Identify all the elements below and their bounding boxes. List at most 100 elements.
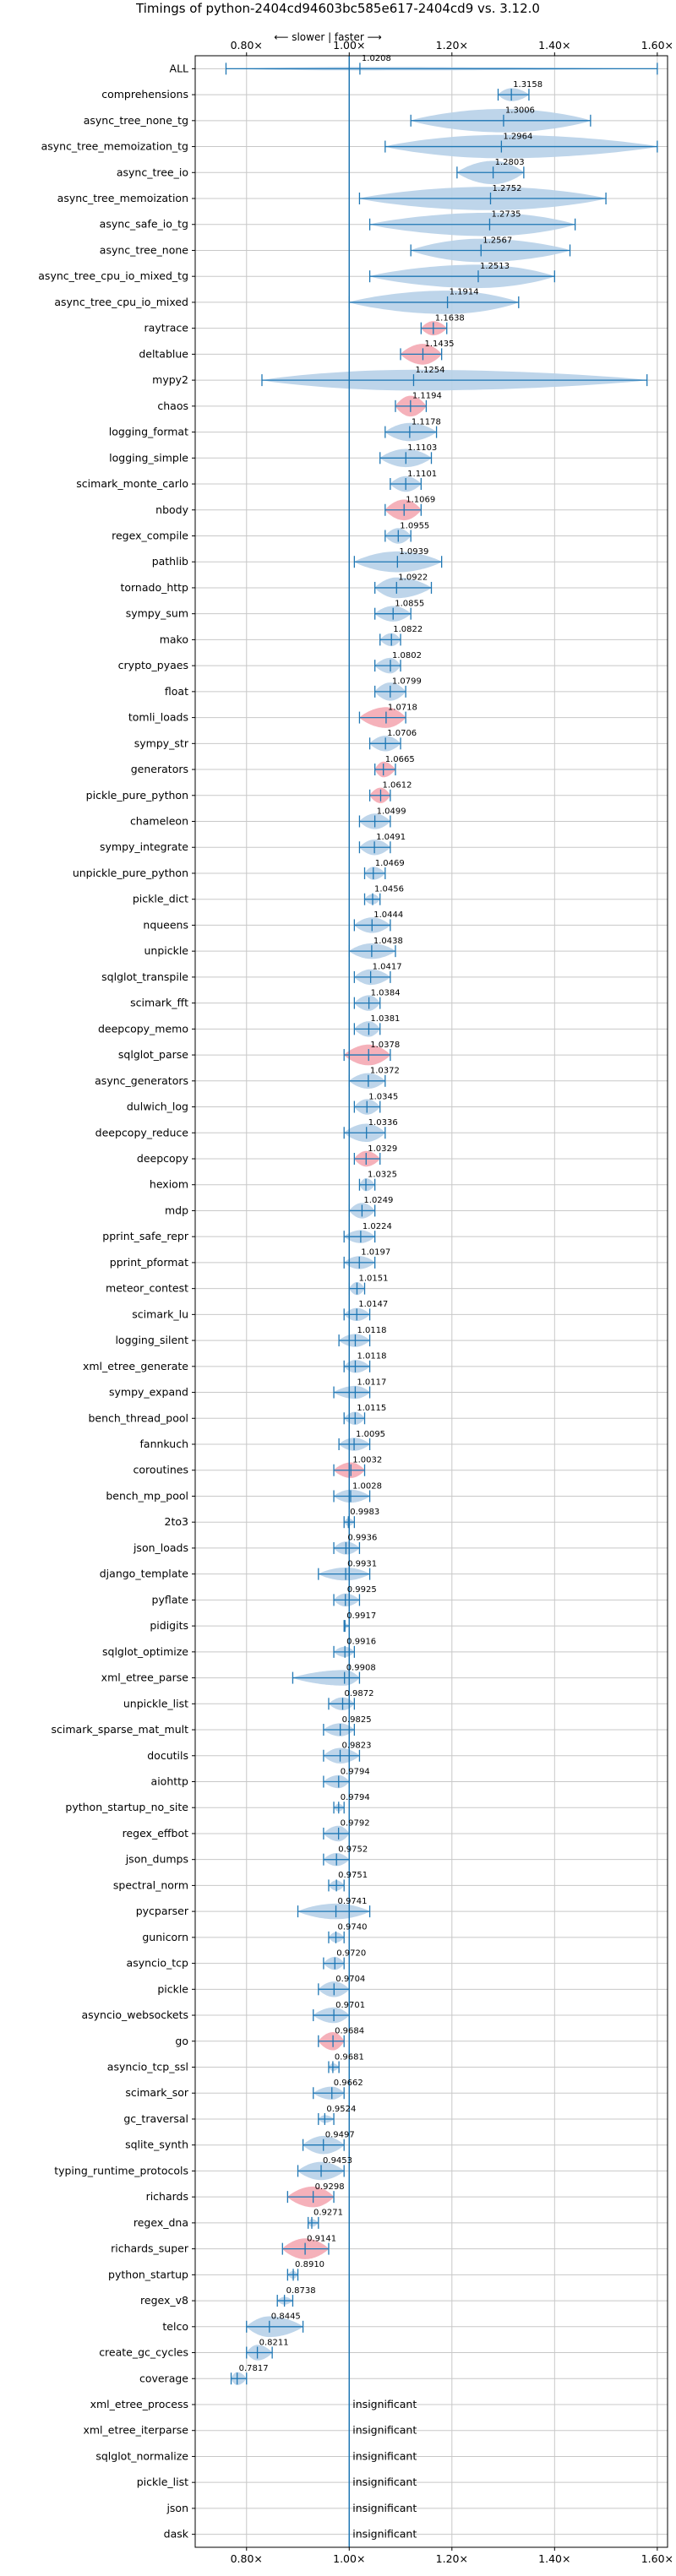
- value-label: 1.0417: [373, 963, 402, 972]
- value-label: 1.0499: [377, 807, 406, 816]
- x-tick-label-top: 1.40×: [538, 39, 570, 52]
- benchmark-name: deltablue: [139, 347, 188, 360]
- benchmark-name: sympy_sum: [126, 607, 188, 620]
- benchmark-name: sqlite_synth: [125, 2139, 188, 2151]
- value-label: 0.9298: [315, 2182, 345, 2192]
- benchmark-name: pycparser: [136, 1905, 189, 1917]
- value-label: 1.0384: [371, 988, 401, 997]
- benchmark-name: hexiom: [150, 1178, 188, 1191]
- benchmark-name: fannkuch: [140, 1437, 188, 1450]
- chart-title: Timings of python-2404cd94603bc585e617-2…: [135, 1, 540, 16]
- insignificant-label: insignificant: [352, 2424, 417, 2437]
- benchmark-name: pickle_list: [137, 2475, 188, 2488]
- benchmark-name: async_tree_memoization: [57, 192, 188, 204]
- value-label: 0.9662: [334, 2079, 363, 2088]
- value-label: 1.0922: [398, 573, 428, 583]
- value-label: 1.0208: [362, 54, 391, 63]
- benchmark-name: scimark_lu: [132, 1307, 188, 1320]
- value-label: 0.9792: [341, 1819, 370, 1829]
- benchmark-name: python_startup: [108, 2268, 188, 2280]
- benchmark-name: async_tree_memoization_tg: [41, 140, 188, 153]
- value-label: 1.0118: [357, 1326, 386, 1335]
- value-label: 1.0115: [357, 1404, 386, 1413]
- benchmark-name: logging_silent: [115, 1334, 188, 1346]
- benchmark-name: json_dumps: [125, 1853, 188, 1866]
- value-label: 0.7817: [239, 2364, 269, 2373]
- direction-annotation: ⟵ slower | faster ⟶: [274, 31, 382, 43]
- benchmark-name: async_tree_cpu_io_mixed_tg: [38, 269, 188, 282]
- value-label: 0.9751: [338, 1871, 368, 1880]
- benchmark-name: pickle_pure_python: [86, 789, 188, 802]
- value-label: 1.3006: [505, 106, 535, 116]
- value-label: 1.0855: [395, 599, 424, 608]
- value-label: 1.0028: [352, 1481, 382, 1491]
- value-label: 1.2567: [482, 236, 512, 245]
- value-label: 1.0456: [374, 884, 404, 894]
- value-label: 0.9825: [342, 1715, 372, 1725]
- insignificant-label: insignificant: [352, 2398, 417, 2410]
- value-label: 1.1194: [412, 392, 442, 401]
- insignificant-label: insignificant: [352, 2528, 417, 2541]
- benchmark-name: deepcopy_reduce: [95, 1126, 189, 1139]
- benchmark-name: json: [166, 2502, 188, 2514]
- value-label: 0.9752: [338, 1845, 368, 1854]
- insignificant-label: insignificant: [352, 2449, 417, 2462]
- benchmark-name: asyncio_websockets: [81, 2008, 188, 2021]
- value-label: 0.9872: [345, 1689, 374, 1698]
- value-label: 0.9271: [313, 2209, 343, 2218]
- benchmark-name: telco: [162, 2320, 188, 2333]
- benchmark-name: pidigits: [150, 1619, 188, 1632]
- benchmark-name: coverage: [139, 2372, 188, 2384]
- benchmark-name: nqueens: [143, 918, 188, 931]
- benchmark-name: meteor_contest: [106, 1282, 188, 1295]
- value-label: 1.1101: [407, 470, 437, 479]
- value-label: 1.3158: [513, 80, 542, 90]
- x-tick-label-bottom: 1.60×: [641, 2552, 673, 2565]
- value-label: 1.0438: [373, 937, 403, 946]
- benchmark-name: pathlib: [152, 555, 188, 568]
- value-label: 1.1103: [407, 443, 437, 453]
- benchmark-name: xml_etree_generate: [83, 1360, 188, 1372]
- benchmark-name: richards_super: [111, 2242, 189, 2255]
- value-label: 0.9453: [323, 2156, 352, 2166]
- benchmark-name: deepcopy: [137, 1152, 189, 1165]
- benchmark-name: richards: [146, 2190, 188, 2203]
- x-tick-label-top: 1.00×: [333, 39, 365, 52]
- value-label: 0.9794: [341, 1793, 370, 1802]
- benchmark-name: raytrace: [144, 322, 189, 334]
- benchmark-name: float: [165, 685, 188, 698]
- benchmark-name: pprint_safe_repr: [102, 1230, 189, 1242]
- benchmark-name: ALL: [170, 62, 189, 74]
- benchmark-name: pickle_dict: [133, 893, 188, 905]
- benchmark-name: pickle: [157, 1982, 188, 1995]
- benchmark-name: async_generators: [95, 1074, 188, 1087]
- value-label: 1.0939: [399, 547, 428, 557]
- benchmark-name: django_template: [100, 1568, 189, 1580]
- benchmark-name: gunicorn: [142, 1931, 188, 1943]
- value-label: 0.8211: [259, 2338, 289, 2347]
- benchmark-name: docutils: [147, 1749, 188, 1762]
- value-label: 0.9497: [325, 2130, 355, 2139]
- value-label: 0.9740: [337, 1923, 367, 1932]
- benchmark-name: asyncio_tcp: [127, 1957, 189, 1970]
- value-label: 1.1638: [435, 313, 465, 323]
- benchmark-labels: ALL 1.0208 comprehensions 1.3158 async_tree_…: [38, 54, 542, 2540]
- benchmark-name: regex_v8: [140, 2294, 188, 2307]
- value-label: 0.9704: [335, 1975, 365, 1984]
- value-label: 1.0117: [357, 1378, 386, 1387]
- benchmark-name: gc_traversal: [123, 2112, 188, 2125]
- benchmark-name: json_loads: [133, 1541, 188, 1554]
- benchmark-name: async_tree_cpu_io_mixed: [54, 296, 188, 308]
- benchmark-name: scimark_monte_carlo: [76, 477, 188, 490]
- value-label: 0.8738: [286, 2286, 316, 2296]
- x-tick-label-top: 0.80×: [231, 39, 263, 52]
- value-label: 1.2735: [491, 210, 521, 220]
- value-label: 1.0151: [358, 1274, 388, 1283]
- benchmark-name: go: [175, 2035, 188, 2047]
- value-label: 1.0249: [363, 1196, 393, 1205]
- benchmark-name: asyncio_tcp_ssl: [107, 2061, 188, 2073]
- benchmark-name: regex_dna: [134, 2216, 188, 2229]
- value-label: 1.2513: [480, 262, 510, 271]
- value-label: 0.9141: [307, 2234, 336, 2243]
